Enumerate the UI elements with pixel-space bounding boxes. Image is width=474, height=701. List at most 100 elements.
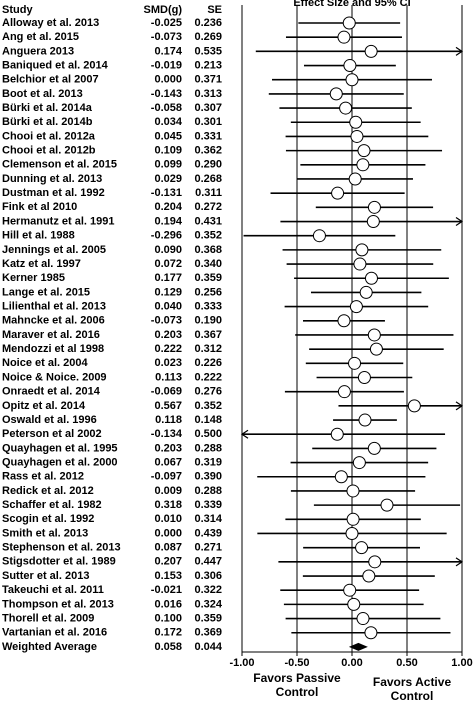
chart-title: Effect Size and 95% CI [293,0,410,9]
study-name: Quayhagen et al. 1995 [2,442,118,454]
point-estimate [337,30,351,44]
point-estimate [358,413,372,427]
ci-arrow [455,557,464,567]
point-estimate [368,555,382,569]
point-estimate [331,186,345,200]
x-tick-label: 1.00 [451,657,472,669]
ci-arrow [455,46,464,56]
se-value: 0.269 [194,31,222,43]
point-estimate [337,385,351,399]
smd-value: -0.073 [151,315,182,327]
se-value: 0.306 [194,570,222,582]
x-tick-label: 0.00 [341,657,362,669]
se-value: 0.301 [194,116,222,128]
se-value: 0.271 [194,542,222,554]
point-estimate [367,328,381,342]
point-estimate [312,229,326,243]
study-name: Fink et al 2010 [2,201,77,213]
point-estimate [346,512,360,526]
smd-value: 0.090 [154,244,182,256]
point-estimate [349,300,363,314]
study-name: Rass et al. 2012 [2,471,84,483]
smd-value: 0.222 [154,343,182,355]
smd-value: 0.040 [154,301,182,313]
study-name: Onraedt et al. 2014 [2,386,101,398]
smd-value: 0.177 [154,272,182,284]
study-name: Takeuchi et al. 2011 [2,584,104,596]
smd-value: -0.021 [151,584,182,596]
se-value: 0.272 [194,201,222,213]
se-value: 0.535 [194,45,222,57]
study-name: Stigsdotter et al. 1989 [2,556,116,568]
study-name: Redick et al. 2012 [2,485,94,497]
se-value: 0.314 [194,513,222,525]
smd-value: 0.109 [154,145,182,157]
summary-label: Weighted Average [2,641,97,653]
point-estimate [330,427,344,441]
point-estimate [349,115,363,129]
se-value: 0.288 [194,442,222,454]
smd-value: -0.097 [151,471,182,483]
se-value: 0.369 [194,627,222,639]
point-estimate [369,342,383,356]
smd-value: 0.207 [154,556,182,568]
smd-value: 0.318 [154,499,182,511]
study-name: Schaffer et al. 1982 [2,499,102,511]
point-estimate [359,285,373,299]
smd-value: -0.019 [151,59,182,71]
study-name: Peterson et al 2002 [2,428,102,440]
point-estimate [347,597,361,611]
se-value: 0.222 [194,371,222,383]
smd-value: 0.016 [154,598,182,610]
se-value: 0.148 [194,414,222,426]
se-value: 0.368 [194,244,222,256]
smd-value: 0.172 [154,627,182,639]
se-value: 0.213 [194,59,222,71]
smd-value: 0.009 [154,485,182,497]
point-estimate [355,541,369,555]
se-value: 0.307 [194,102,222,114]
x-tick-label: -1.00 [229,657,254,669]
smd-value: 0.029 [154,173,182,185]
study-name: Hermanutz et al. 1991 [2,215,115,227]
smd-value: 0.100 [154,612,182,624]
se-value: 0.339 [194,499,222,511]
smd-value: 0.204 [154,201,182,213]
smd-value: 0.194 [154,215,182,227]
x-axis-label: Control [276,685,319,699]
x-tick-label: -0.50 [284,657,309,669]
se-value: 0.439 [194,527,222,539]
study-name: Baniqued et al. 2014 [2,59,109,71]
study-name: Opitz et al. 2014 [2,400,86,412]
smd-value: -0.058 [151,102,182,114]
point-estimate [339,101,353,115]
point-estimate [380,498,394,512]
se-value: 0.362 [194,145,222,157]
point-estimate [350,129,364,143]
summary-smd: 0.058 [154,641,182,653]
point-estimate [364,271,378,285]
point-estimate [357,371,371,384]
study-name: Noice & Noice. 2009 [2,371,107,383]
se-value: 0.500 [194,428,222,440]
smd-value: 0.087 [154,542,182,554]
study-name: Quayhagen et al. 2000 [2,456,118,468]
point-estimate [334,470,348,484]
point-estimate [364,626,378,640]
se-value: 0.236 [194,17,222,29]
study-name: Noice et al. 2004 [2,357,88,369]
smd-value: 0.072 [154,258,182,270]
study-name: Thorell et al. 2009 [2,612,94,624]
se-value: 0.276 [194,386,222,398]
se-value: 0.331 [194,130,222,142]
smd-value: 0.023 [154,357,182,369]
smd-value: 0.174 [154,45,182,57]
point-estimate [348,356,362,370]
smd-value: 0.203 [154,329,182,341]
point-estimate [352,456,366,470]
study-name: Katz et al. 1997 [2,258,81,270]
se-value: 0.290 [194,159,222,171]
x-axis-label: Control [391,689,434,701]
se-value: 0.226 [194,357,222,369]
ci-arrow [455,401,464,411]
